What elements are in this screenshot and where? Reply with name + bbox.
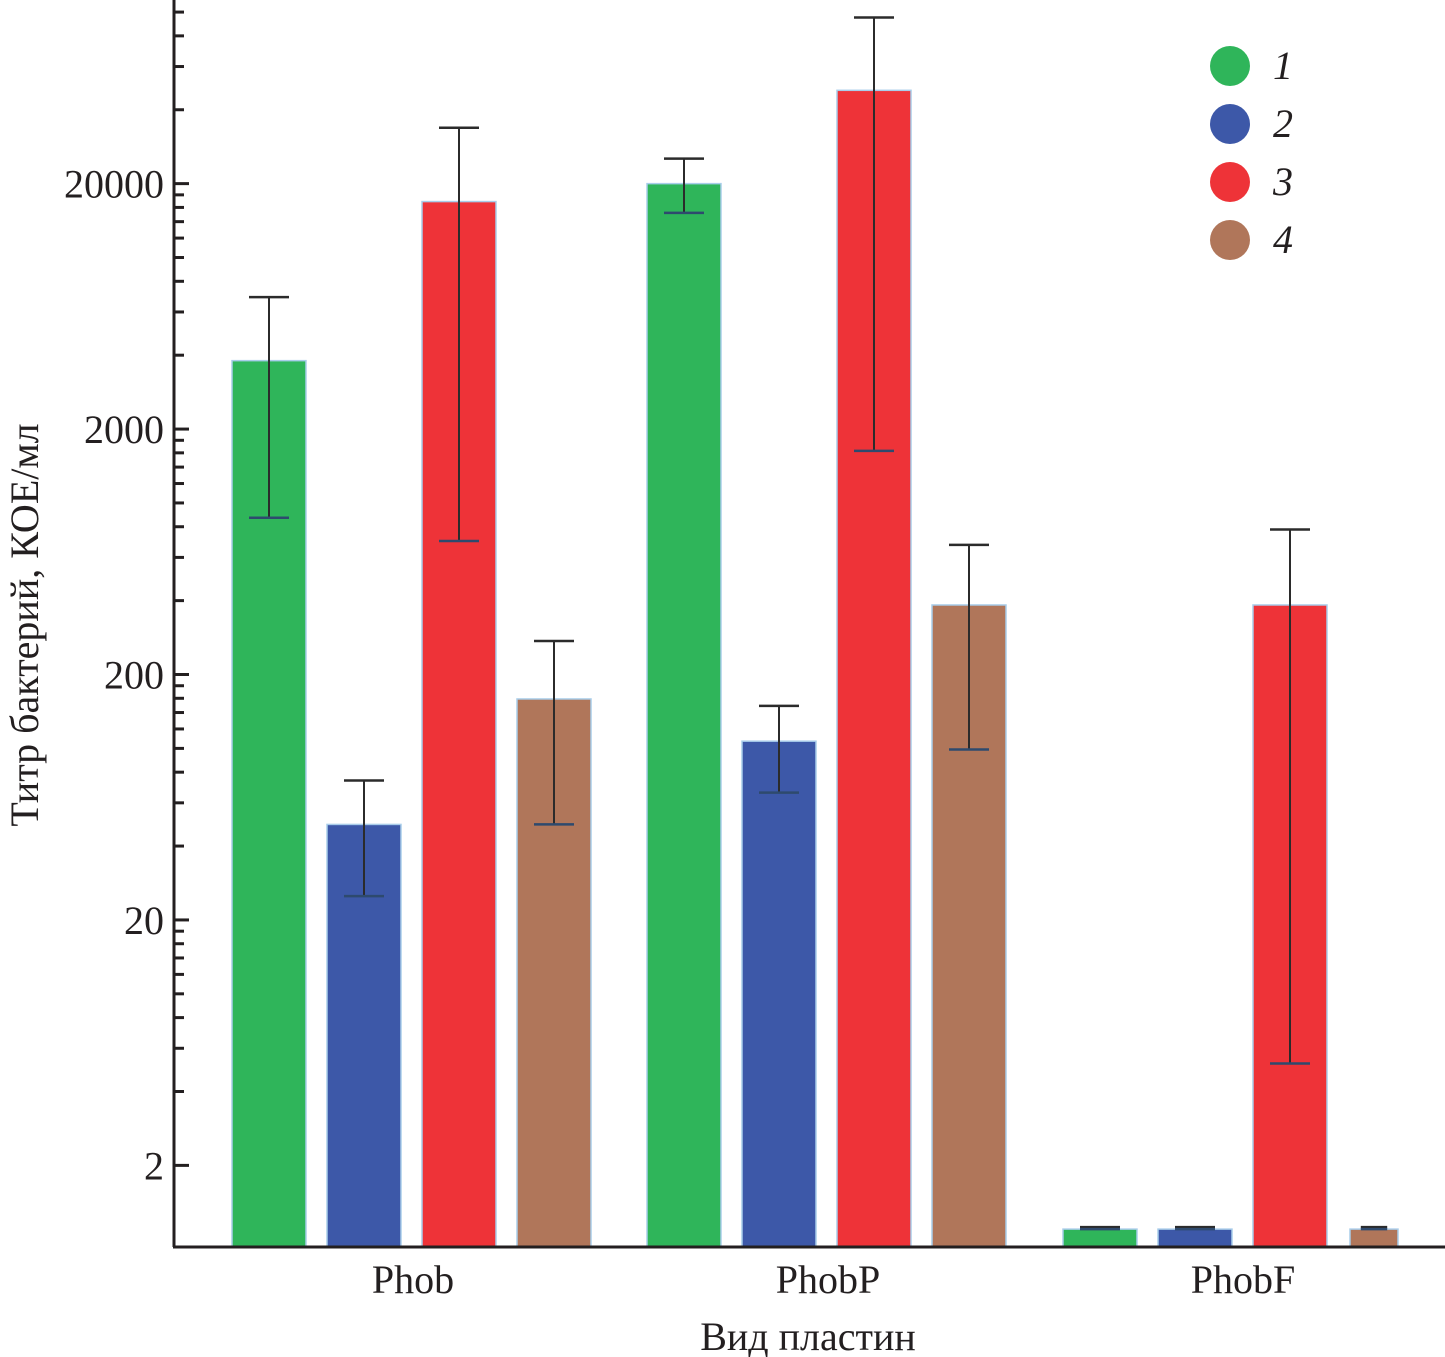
- y-tick-label: 200: [104, 653, 164, 698]
- legend-marker-4: [1210, 220, 1250, 260]
- bars-layer: [231, 89, 1399, 1248]
- x-tick-label-PhobF: PhobF: [1191, 1257, 1296, 1302]
- legend-marker-1: [1210, 46, 1250, 86]
- y-tick-label: 20: [124, 898, 164, 943]
- x-tick-label-Phob: Phob: [372, 1257, 454, 1302]
- y-tick-label: 2000: [84, 407, 164, 452]
- legend-label-1: 1: [1273, 43, 1293, 88]
- y-axis-title: Титр бактерий, КОЕ/мл: [2, 423, 47, 826]
- legend-marker-3: [1210, 162, 1250, 202]
- bar-PhobF-series-4: [1349, 1228, 1399, 1248]
- bar-PhobF-series-2: [1157, 1228, 1233, 1248]
- bar-PhobF-series-1: [1062, 1228, 1138, 1248]
- legend-label-3: 3: [1272, 159, 1293, 204]
- y-tick-label: 20000: [64, 162, 164, 207]
- legend-label-2: 2: [1273, 101, 1293, 146]
- error-bars-layer: [249, 16, 1388, 1231]
- legend: 1 2 3 4: [1210, 43, 1293, 262]
- bar-PhobP-series-2: [741, 740, 817, 1248]
- x-axis-title: Вид пластин: [700, 1314, 916, 1357]
- legend-marker-2: [1210, 104, 1250, 144]
- y-tick-label: 2: [144, 1143, 164, 1188]
- x-tick-labels: Phob PhobP PhobF: [372, 1257, 1295, 1302]
- axes: 2 20 200 2000 20000: [64, 0, 1445, 1249]
- y-ticks: 2 20 200 2000 20000: [64, 10, 189, 1188]
- legend-label-4: 4: [1273, 217, 1293, 262]
- x-tick-label-PhobP: PhobP: [776, 1257, 881, 1302]
- bar-PhobP-series-1: [646, 182, 722, 1248]
